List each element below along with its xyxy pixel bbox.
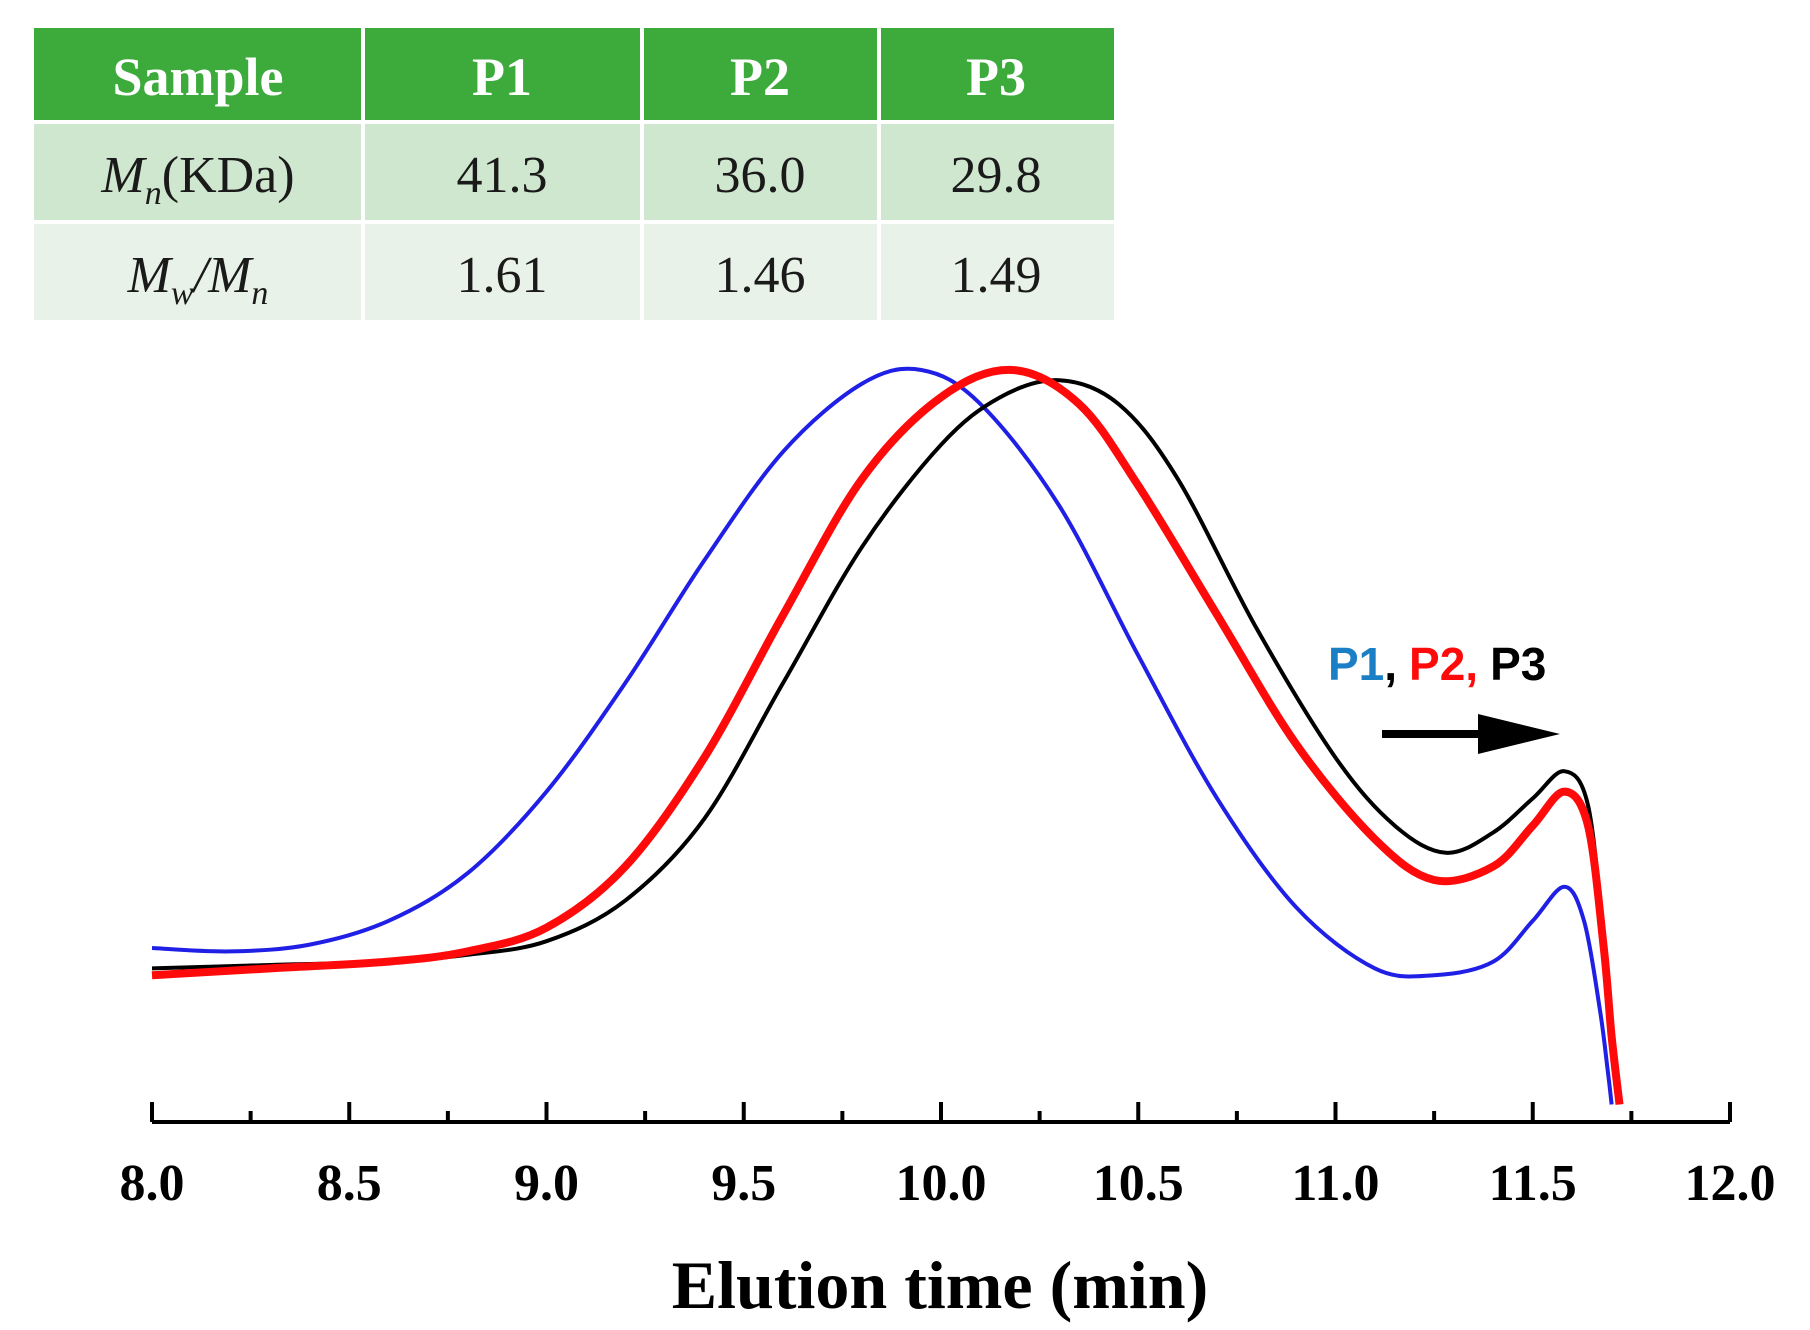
- x-tick-label: 10.0: [896, 1155, 987, 1212]
- annotation-p1: P1: [1328, 638, 1384, 690]
- results-table: Sample P1 P2 P3 Mn(KDa) 41.3 36.0 29.8 M…: [34, 28, 1114, 320]
- series-line-p3: [151, 378, 1622, 1105]
- x-tick-label: 11.0: [1291, 1155, 1379, 1212]
- table-cell-pdi-p1: 1.61: [457, 247, 548, 304]
- x-tick-label: 9.5: [711, 1155, 776, 1212]
- annotation-labels: P1, P2, P3: [1328, 638, 1546, 690]
- table-cell-mn-p2: 36.0: [715, 147, 806, 204]
- trend-annotation: P1, P2, P3: [1328, 638, 1560, 754]
- x-tick-label: 8.0: [120, 1155, 185, 1212]
- table-header-p3: P3: [966, 47, 1026, 107]
- mn-symbol-2: M: [207, 247, 254, 304]
- table-header-p2: P2: [730, 47, 790, 107]
- pdi-slash: /: [191, 247, 213, 304]
- x-tick-label: 12.0: [1685, 1155, 1776, 1212]
- mn-symbol: M: [100, 147, 147, 204]
- series-layer: [151, 365, 1624, 1105]
- mw-subscript: w: [171, 275, 194, 312]
- table-cell-pdi-p2: 1.46: [715, 247, 806, 304]
- table-row-pdi: [34, 224, 1114, 320]
- table-cell-pdi-p3: 1.49: [951, 247, 1042, 304]
- table-header-sample: Sample: [112, 47, 283, 107]
- x-axis: 8.0 8.5 9.0 9.5 10.0 10.5 11.0 11.5 12.0: [120, 1102, 1776, 1212]
- table-row-mn: [34, 124, 1114, 220]
- mn-unit: (KDa): [162, 147, 295, 204]
- table-cell-mn-p1: 41.3: [457, 147, 548, 204]
- table-row-mn-label: Mn(KDa): [100, 147, 294, 212]
- mw-symbol: M: [127, 247, 174, 304]
- x-tick-label: 8.5: [317, 1155, 382, 1212]
- x-tick-label: 10.5: [1093, 1155, 1184, 1212]
- table-header-row: [34, 28, 1114, 120]
- table-cell-mn-p3: 29.8: [951, 147, 1042, 204]
- series-line-p1: [151, 366, 1614, 1105]
- x-axis-title: Elution time (min): [672, 1247, 1208, 1323]
- annotation-comma: ,: [1384, 638, 1397, 690]
- annotation-p3: P3: [1490, 638, 1546, 690]
- x-tick-label: 9.0: [514, 1155, 579, 1212]
- series-line-p2: [151, 365, 1624, 1105]
- annotation-p2: P2,: [1409, 638, 1478, 690]
- table-header-p1: P1: [472, 47, 532, 107]
- table-row-pdi-label: Mw/Mn: [127, 247, 269, 312]
- x-tick-label: 11.5: [1489, 1155, 1577, 1212]
- mn-subscript: n: [145, 175, 162, 212]
- arrow-head-icon: [1478, 714, 1560, 754]
- mn-subscript-2: n: [251, 275, 268, 312]
